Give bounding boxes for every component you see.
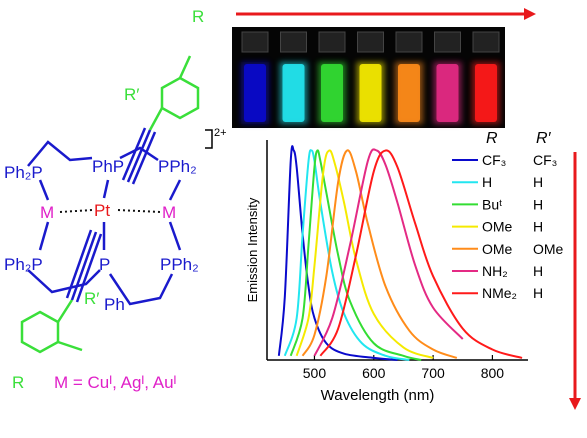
vial-photo bbox=[232, 27, 505, 128]
alkyne bbox=[126, 129, 152, 183]
arrowhead bbox=[524, 8, 536, 20]
atom-label: Ph₂P bbox=[4, 255, 43, 274]
x-axis-label: Wavelength (nm) bbox=[321, 387, 435, 404]
legend-r-prime: H bbox=[533, 219, 543, 235]
charge: 2+ bbox=[214, 127, 227, 139]
alkyne bbox=[131, 131, 157, 185]
bond bbox=[119, 146, 159, 162]
x-tick-label: 800 bbox=[481, 365, 505, 381]
legend-header: R bbox=[486, 130, 498, 147]
substituent: R′ bbox=[124, 85, 139, 104]
arrows bbox=[236, 8, 581, 410]
vial-cap bbox=[318, 31, 346, 53]
vial bbox=[475, 64, 497, 122]
bond bbox=[27, 269, 101, 294]
bond bbox=[108, 273, 174, 306]
legend-label: NH₂ bbox=[482, 263, 508, 279]
metal: Pt bbox=[94, 201, 110, 220]
legend-label: H bbox=[482, 174, 492, 190]
spectrum bbox=[283, 149, 410, 361]
x-tick-label: 500 bbox=[303, 365, 327, 381]
legend-r-prime: H bbox=[533, 263, 543, 279]
x-tick-label: 600 bbox=[362, 365, 386, 381]
legend-label: CF₃ bbox=[482, 152, 506, 168]
vial-cap bbox=[241, 31, 269, 53]
bond bbox=[168, 221, 182, 251]
vial bbox=[436, 64, 459, 122]
legend-r-prime: CF₃ bbox=[533, 152, 557, 168]
legend-label: OMe bbox=[482, 241, 513, 257]
bond bbox=[38, 221, 50, 251]
bond bbox=[27, 140, 93, 167]
vial bbox=[321, 64, 343, 122]
atom-label: P bbox=[99, 255, 110, 274]
spectrum bbox=[301, 149, 458, 359]
metal: M bbox=[162, 203, 176, 222]
legend-r-prime: H bbox=[533, 285, 543, 301]
bond bbox=[38, 179, 50, 201]
substituent: R bbox=[12, 373, 24, 392]
vial-cap bbox=[357, 31, 384, 53]
x-tick-label: 700 bbox=[421, 365, 445, 381]
spectrum bbox=[295, 149, 434, 359]
legend-label: OMe bbox=[482, 219, 513, 235]
alkyne bbox=[121, 127, 147, 181]
atom-label: PhP bbox=[92, 157, 124, 176]
bond bbox=[178, 55, 192, 79]
vial-cap bbox=[395, 31, 423, 53]
arrowhead bbox=[569, 398, 581, 410]
vial bbox=[398, 64, 420, 122]
substituent: R bbox=[192, 7, 204, 26]
ring bbox=[20, 310, 60, 354]
bond bbox=[102, 179, 110, 199]
vials bbox=[241, 31, 500, 124]
vial-cap bbox=[472, 31, 500, 53]
metal-note: M = Cuᴵ, Agᴵ, Auᴵ bbox=[54, 373, 176, 392]
bond bbox=[168, 179, 182, 201]
atom-label: Ph bbox=[104, 295, 125, 314]
structure bbox=[20, 55, 213, 354]
metal-bond bbox=[59, 209, 93, 213]
legend-header: R′ bbox=[536, 130, 552, 147]
ring bbox=[160, 76, 200, 120]
atom-label: PPh₂ bbox=[160, 255, 199, 274]
bond bbox=[56, 299, 74, 323]
bond bbox=[148, 107, 164, 131]
vial bbox=[282, 64, 305, 122]
y-axis-label: Emission Intensity bbox=[245, 197, 260, 302]
alkyne bbox=[75, 233, 103, 303]
spectrum bbox=[277, 145, 398, 361]
atom-label: Ph₂P bbox=[4, 163, 43, 182]
bracket bbox=[205, 129, 213, 149]
vial bbox=[244, 64, 266, 122]
legend-label: NMe₂ bbox=[482, 285, 517, 301]
emission-chart: 500 600 700 800 Wavelength (nm) Emission Inte… bbox=[245, 130, 564, 404]
substituent: R′ bbox=[84, 289, 99, 308]
metal: M bbox=[40, 203, 54, 222]
structure-labels: R R′ 2+ Ph₂P PhP PPh₂ M Pt M Ph₂P P PPh₂… bbox=[4, 7, 227, 392]
legend-r-prime: H bbox=[533, 196, 543, 212]
metal-bond bbox=[117, 209, 161, 213]
vial-cap bbox=[280, 31, 307, 53]
vial bbox=[359, 64, 382, 122]
legend-r-prime: H bbox=[533, 174, 543, 190]
legend-r-prime: OMe bbox=[533, 241, 564, 257]
bond bbox=[57, 340, 83, 352]
atom-label: PPh₂ bbox=[158, 157, 197, 176]
spectrum bbox=[289, 149, 422, 361]
alkyne bbox=[70, 231, 98, 301]
legend-label: Buᵗ bbox=[482, 196, 502, 212]
spectrum bbox=[319, 149, 523, 359]
vial-cap bbox=[434, 31, 461, 53]
